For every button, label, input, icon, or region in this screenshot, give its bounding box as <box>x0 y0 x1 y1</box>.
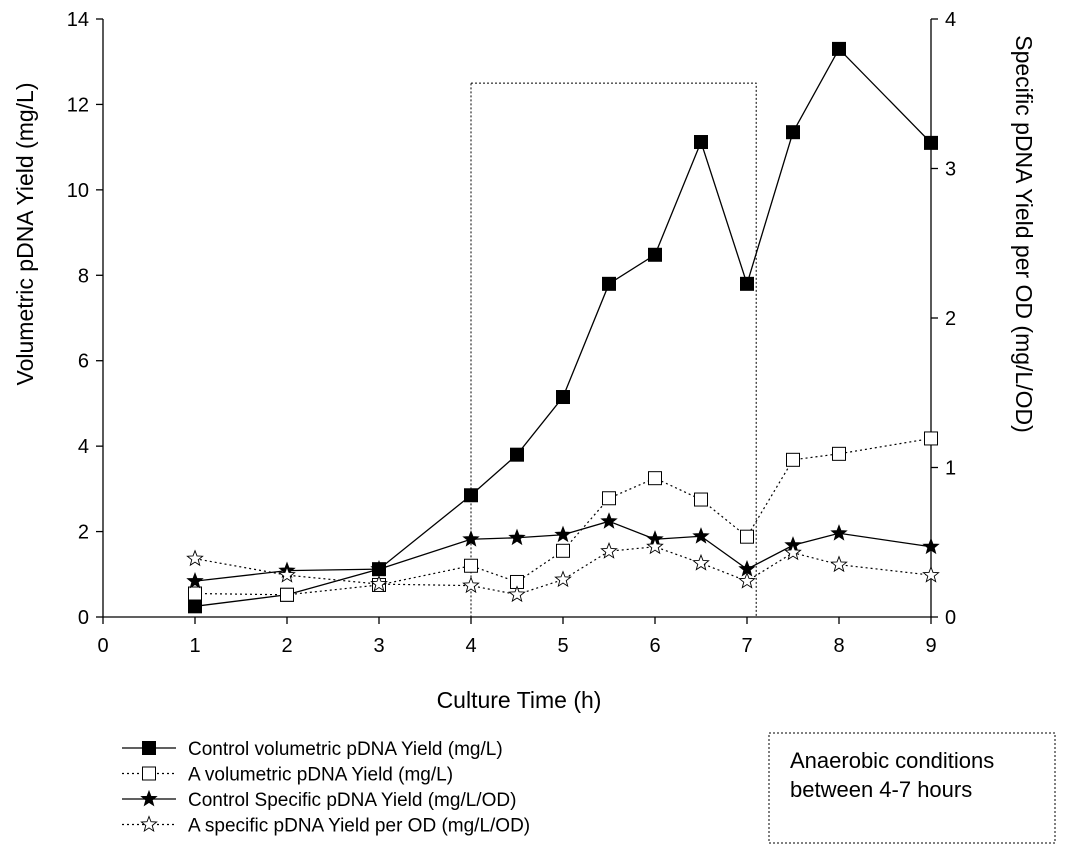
data-point <box>280 587 294 602</box>
legend-item: Control volumetric pDNA Yield (mg/L) <box>122 739 503 760</box>
data-point <box>784 543 802 561</box>
data-point <box>554 570 572 588</box>
y-tick-label: 14 <box>67 9 89 31</box>
x-tick-label: 8 <box>833 635 844 657</box>
x-tick-label: 0 <box>97 635 108 657</box>
data-point <box>188 599 202 614</box>
legend-item: A volumetric pDNA Yield (mg/L) <box>122 765 453 786</box>
legend-marker <box>142 741 156 755</box>
x-tick-label: 3 <box>373 635 384 657</box>
data-point <box>648 471 662 486</box>
data-point <box>188 586 202 601</box>
data-point <box>832 446 846 461</box>
data-point <box>692 553 710 571</box>
series-line <box>194 47 932 607</box>
x-tick-label: 2 <box>281 635 292 657</box>
data-point <box>462 530 480 547</box>
legend-label: A specific pDNA Yield per OD (mg/L/OD) <box>188 816 530 837</box>
data-point <box>600 512 618 529</box>
data-point <box>464 558 478 573</box>
data-point <box>462 576 480 594</box>
y2-tick-label: 3 <box>945 159 956 181</box>
y-tick-label: 2 <box>78 522 89 544</box>
x-tick-label: 4 <box>465 635 476 657</box>
legend-item: A specific pDNA Yield per OD (mg/L/OD) <box>122 815 530 837</box>
data-point <box>370 574 388 592</box>
y-tick-label: 4 <box>78 436 89 458</box>
y-tick-label: 12 <box>67 94 89 116</box>
x-tick-label: 6 <box>649 635 660 657</box>
data-point <box>786 125 800 140</box>
y2-tick-label: 2 <box>945 308 956 330</box>
data-point <box>646 537 664 555</box>
y-axis-title: Volumetric pDNA Yield (mg/L) <box>12 83 38 386</box>
series-layer <box>186 41 940 614</box>
legend-marker <box>142 766 156 781</box>
legend-item: Control Specific pDNA Yield (mg/L/OD) <box>122 789 516 811</box>
legend: Control volumetric pDNA Yield (mg/L) A vo… <box>122 739 530 837</box>
data-point <box>694 135 708 150</box>
data-point <box>830 555 848 573</box>
y2-tick-label: 4 <box>945 9 956 31</box>
y2-tick-label: 1 <box>945 458 956 480</box>
data-point <box>832 41 846 56</box>
data-point <box>602 276 616 291</box>
data-point <box>692 527 710 544</box>
legend-label: Control Specific pDNA Yield (mg/L/OD) <box>188 790 516 811</box>
data-point <box>694 492 708 507</box>
annotation-box: Anaerobic conditions between 4-7 hours <box>768 732 1056 844</box>
data-point <box>602 491 616 506</box>
y-tick-label: 8 <box>78 265 89 287</box>
y2-axis-title: Specific pDNA Yield per OD (mg/L/OD) <box>1011 35 1037 433</box>
annotation-line-1: Anaerobic conditions <box>790 748 994 773</box>
legend-marker <box>140 815 158 832</box>
data-point <box>186 549 204 567</box>
data-point <box>554 525 572 543</box>
data-point <box>556 390 570 405</box>
annotation-line-2: between 4-7 hours <box>790 777 972 802</box>
data-point <box>922 537 940 555</box>
x-tick-label: 1 <box>189 635 200 657</box>
data-point <box>370 560 388 577</box>
x-axis-title: Culture Time (h) <box>437 687 602 713</box>
annotation-box-border <box>768 732 1056 844</box>
data-point <box>186 571 204 589</box>
y-tick-label: 6 <box>78 351 89 373</box>
data-point <box>830 524 848 541</box>
y-tick-label: 10 <box>67 180 89 202</box>
data-point <box>278 565 296 583</box>
data-point <box>740 276 754 291</box>
data-point <box>740 529 754 544</box>
y2-tick-label: 0 <box>945 607 956 629</box>
data-point <box>556 543 570 558</box>
data-point <box>924 431 938 446</box>
data-point <box>600 541 618 559</box>
series-4 <box>186 537 940 603</box>
data-point <box>508 585 526 603</box>
y-tick-label: 0 <box>78 607 89 629</box>
legend-label: A volumetric pDNA Yield (mg/L) <box>188 765 453 786</box>
x-tick-label: 7 <box>741 635 752 657</box>
x-tick-label: 5 <box>557 635 568 657</box>
data-point <box>510 447 524 462</box>
legend-marker <box>140 789 158 807</box>
data-point <box>786 452 800 467</box>
data-point <box>508 528 526 546</box>
legend-label: Control volumetric pDNA Yield (mg/L) <box>188 739 503 760</box>
series-2 <box>188 431 938 602</box>
data-point <box>924 135 938 150</box>
data-point <box>648 247 662 262</box>
data-point <box>922 565 940 583</box>
x-tick-label: 9 <box>925 635 936 657</box>
data-point <box>738 571 756 589</box>
data-point <box>464 488 478 503</box>
